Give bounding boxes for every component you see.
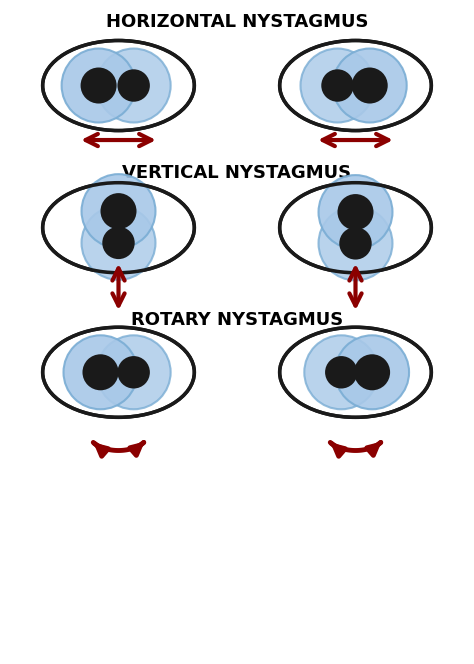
Ellipse shape <box>43 327 194 417</box>
Text: HORIZONTAL NYSTAGMUS: HORIZONTAL NYSTAGMUS <box>106 13 368 31</box>
Text: ROTARY NYSTAGMUS: ROTARY NYSTAGMUS <box>131 311 343 329</box>
Ellipse shape <box>43 41 194 131</box>
Ellipse shape <box>97 48 171 122</box>
Ellipse shape <box>319 175 392 249</box>
Ellipse shape <box>280 41 431 131</box>
Ellipse shape <box>325 356 357 388</box>
Ellipse shape <box>43 183 194 273</box>
Ellipse shape <box>118 356 150 388</box>
Ellipse shape <box>82 206 155 280</box>
Ellipse shape <box>319 207 392 280</box>
Ellipse shape <box>82 174 155 248</box>
Ellipse shape <box>102 226 135 259</box>
Ellipse shape <box>301 48 374 122</box>
Ellipse shape <box>100 193 137 229</box>
Ellipse shape <box>337 194 374 230</box>
Ellipse shape <box>280 183 431 273</box>
Ellipse shape <box>335 335 409 409</box>
Ellipse shape <box>64 335 137 409</box>
Ellipse shape <box>352 68 388 104</box>
Ellipse shape <box>62 48 136 122</box>
Ellipse shape <box>321 69 354 102</box>
Ellipse shape <box>333 48 407 122</box>
Ellipse shape <box>82 355 118 390</box>
Ellipse shape <box>354 355 390 390</box>
Text: VERTICAL NYSTAGMUS: VERTICAL NYSTAGMUS <box>122 164 352 182</box>
Ellipse shape <box>280 327 431 417</box>
Ellipse shape <box>118 69 150 102</box>
Ellipse shape <box>81 68 117 104</box>
Ellipse shape <box>339 227 372 260</box>
Ellipse shape <box>97 335 171 409</box>
Ellipse shape <box>304 335 378 409</box>
